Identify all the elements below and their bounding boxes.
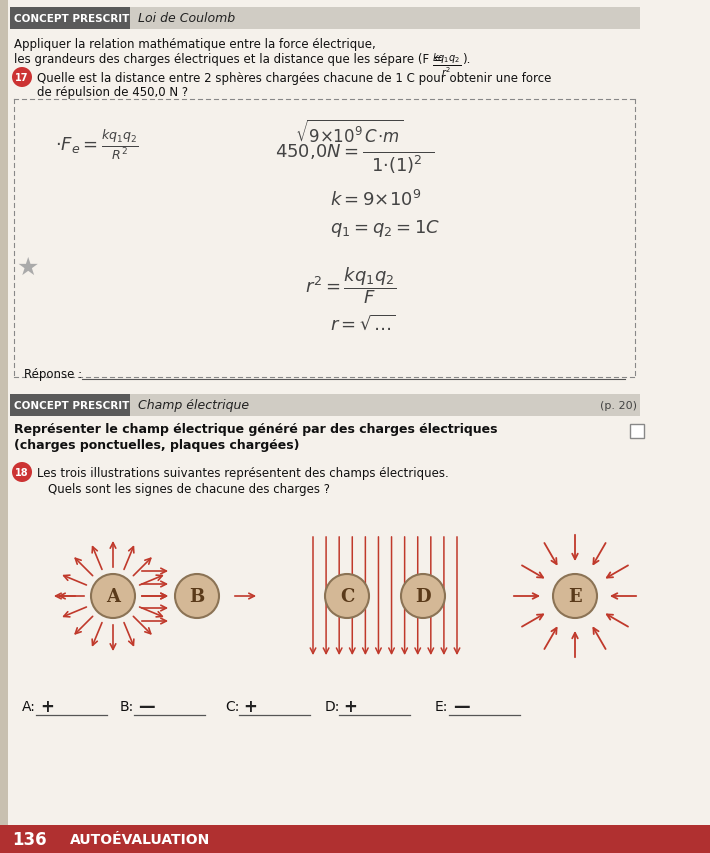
Text: B:: B: — [120, 699, 134, 713]
Circle shape — [553, 574, 597, 618]
Circle shape — [12, 462, 32, 483]
Text: $450{,}0N = \dfrac{\quad\quad\quad\quad}{1{\cdot}(1)^2}$: $450{,}0N = \dfrac{\quad\quad\quad\quad}… — [275, 142, 435, 176]
Text: ★: ★ — [17, 256, 39, 280]
FancyBboxPatch shape — [10, 395, 130, 416]
Text: D:: D: — [325, 699, 340, 713]
Text: $r = \sqrt{\ldots}$: $r = \sqrt{\ldots}$ — [330, 315, 395, 334]
Text: de répulsion de 450,0 N ?: de répulsion de 450,0 N ? — [37, 86, 188, 99]
Text: Réponse :: Réponse : — [24, 368, 82, 380]
Text: A:: A: — [22, 699, 36, 713]
Text: C: C — [340, 588, 354, 606]
Text: E: E — [568, 588, 581, 606]
FancyBboxPatch shape — [0, 825, 710, 853]
Text: $\sqrt{9{\times}10^9\,C\!\cdot\!m}$: $\sqrt{9{\times}10^9\,C\!\cdot\!m}$ — [295, 120, 403, 147]
Text: Quels sont les signes de chacune des charges ?: Quels sont les signes de chacune des cha… — [48, 483, 330, 496]
Text: Les trois illustrations suivantes représentent des champs électriques.: Les trois illustrations suivantes représ… — [37, 467, 449, 479]
FancyBboxPatch shape — [10, 395, 640, 416]
Circle shape — [325, 574, 369, 618]
Text: (p. 20): (p. 20) — [600, 401, 637, 410]
Text: 136: 136 — [13, 830, 48, 848]
Text: Champ électrique: Champ électrique — [138, 399, 249, 412]
Text: $q_1 = q_2 = 1C$: $q_1 = q_2 = 1C$ — [330, 218, 440, 239]
FancyBboxPatch shape — [10, 8, 130, 30]
Text: CONCEPT PRESCRIT: CONCEPT PRESCRIT — [14, 14, 129, 24]
FancyBboxPatch shape — [10, 8, 640, 30]
Text: 17: 17 — [15, 73, 28, 83]
FancyBboxPatch shape — [630, 425, 644, 438]
Text: les grandeurs des charges électriques et la distance que les sépare (F =: les grandeurs des charges électriques et… — [14, 53, 447, 66]
Text: —: — — [138, 697, 155, 715]
Text: AUTOÉVALUATION: AUTOÉVALUATION — [70, 832, 210, 846]
Text: $\frac{kq_1q_2}{r^2}$: $\frac{kq_1q_2}{r^2}$ — [432, 51, 462, 78]
Text: +: + — [243, 697, 257, 715]
Text: $k = 9{\times}10^9$: $k = 9{\times}10^9$ — [330, 189, 421, 210]
Text: Quelle est la distance entre 2 sphères chargées chacune de 1 C pour obtenir une : Quelle est la distance entre 2 sphères c… — [37, 72, 552, 85]
Text: +: + — [343, 697, 357, 715]
Text: $r^2 = \dfrac{kq_1q_2}{F}$: $r^2 = \dfrac{kq_1q_2}{F}$ — [305, 264, 396, 305]
Text: B: B — [190, 588, 204, 606]
Text: +: + — [40, 697, 54, 715]
Text: C:: C: — [225, 699, 239, 713]
Text: 18: 18 — [15, 467, 29, 478]
Text: Appliquer la relation mathématique entre la force électrique,: Appliquer la relation mathématique entre… — [14, 38, 376, 51]
Text: ).: ). — [462, 53, 471, 66]
Text: CONCEPT PRESCRIT: CONCEPT PRESCRIT — [14, 401, 129, 410]
Text: D: D — [415, 588, 431, 606]
FancyBboxPatch shape — [0, 0, 8, 853]
Text: E:: E: — [435, 699, 449, 713]
Circle shape — [175, 574, 219, 618]
Text: —: — — [453, 697, 469, 715]
Circle shape — [91, 574, 135, 618]
Text: (charges ponctuelles, plaques chargées): (charges ponctuelles, plaques chargées) — [14, 438, 300, 451]
Text: $\cdot F_e = \frac{kq_1q_2}{R^2}$: $\cdot F_e = \frac{kq_1q_2}{R^2}$ — [55, 128, 138, 162]
Text: Loi de Coulomb: Loi de Coulomb — [138, 13, 235, 26]
Text: A: A — [106, 588, 120, 606]
Text: Représenter le champ électrique généré par des charges électriques: Représenter le champ électrique généré p… — [14, 422, 498, 436]
Circle shape — [12, 68, 32, 88]
Circle shape — [401, 574, 445, 618]
